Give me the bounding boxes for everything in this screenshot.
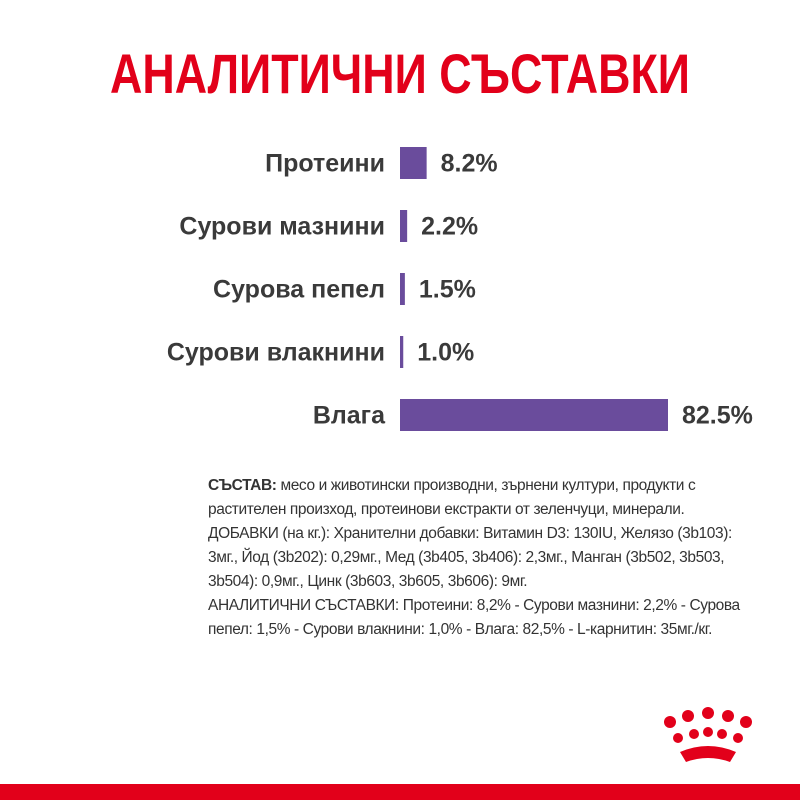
bar: [400, 147, 427, 179]
category-label: Сурова пепел: [213, 276, 385, 304]
chart-title: АНАЛИТИЧНИ СЪСТАВКИ: [110, 42, 690, 105]
value-label: 1.5%: [419, 276, 476, 304]
composition-text: СЪСТАВ: месо и животински производни, зъ…: [208, 474, 748, 642]
category-label: Сурови мазнини: [179, 213, 385, 241]
category-label: Сурови влакнини: [167, 339, 385, 367]
bar: [400, 399, 668, 431]
value-label: 2.2%: [421, 213, 478, 241]
analytical: АНАЛИТИЧНИ СЪСТАВКИ: Протеини: 8,2% - Су…: [208, 597, 740, 638]
footer-bar: [0, 784, 800, 800]
logo: [664, 707, 752, 762]
additives: ДОБАВКИ (на кг.): Хранителни добавки: Ви…: [208, 525, 732, 590]
category-label: Протеини: [265, 150, 385, 178]
value-label: 8.2%: [441, 150, 498, 178]
composition: СЪСТАВ: месо и животински производни, зъ…: [208, 474, 748, 522]
bar: [400, 273, 405, 305]
category-label: Влага: [313, 402, 386, 430]
bar: [400, 210, 408, 242]
value-label: 1.0%: [417, 339, 474, 367]
composition-body: месо и животински производни, зърнени ку…: [208, 477, 696, 518]
composition-label: СЪСТАВ:: [208, 477, 277, 494]
value-label: 82.5%: [682, 402, 753, 430]
bar: [400, 336, 404, 368]
